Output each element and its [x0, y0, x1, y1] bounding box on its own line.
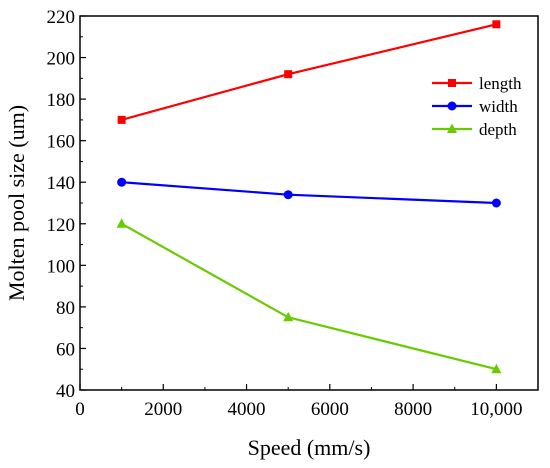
data-point-length [284, 70, 293, 79]
y-tick-label: 100 [47, 256, 76, 277]
y-tick-label: 60 [56, 339, 75, 360]
data-point-length [492, 20, 501, 29]
legend-label-depth: depth [479, 120, 517, 139]
data-point-width [491, 198, 501, 208]
legend-label-length: length [479, 74, 522, 93]
data-point-depth [116, 218, 127, 228]
data-point-width [117, 177, 127, 187]
y-tick-label: 220 [47, 7, 76, 28]
x-tick-label: 8000 [394, 399, 432, 420]
x-tick-label: 0 [75, 399, 85, 420]
y-axis-title: Molten pool size (um) [4, 105, 29, 301]
y-tick-label: 120 [47, 215, 76, 236]
axis-ticks: 0 2000 4000 6000 8000 10,000 40 60 80 100 120 140 16… [47, 7, 523, 420]
data-point-width [283, 190, 293, 200]
y-tick-label: 160 [47, 132, 76, 153]
legend-marker-width [447, 101, 457, 111]
data-point-length [117, 115, 126, 124]
series-line-depth [121, 222, 497, 371]
x-axis-title: Speed (mm/s) [248, 435, 371, 460]
legend: length width depth [432, 74, 522, 139]
legend-marker-length [448, 79, 456, 87]
series-lines [121, 23, 497, 371]
data-point-depth [491, 363, 502, 374]
y-tick-label: 200 [47, 49, 76, 70]
x-tick-label: 6000 [311, 399, 349, 420]
x-tick-label: 10,000 [470, 399, 522, 420]
series-markers [116, 20, 502, 374]
data-point-depth [283, 311, 294, 322]
x-tick-label: 2000 [144, 399, 182, 420]
series-line-width [121, 181, 497, 205]
legend-label-width: width [479, 97, 518, 116]
y-tick-label: 40 [56, 381, 75, 402]
x-tick-label: 4000 [228, 399, 266, 420]
y-tick-label: 180 [47, 90, 76, 111]
y-tick-label: 80 [56, 298, 75, 319]
y-tick-label: 140 [47, 173, 76, 194]
legend-marker-depth [447, 123, 457, 133]
